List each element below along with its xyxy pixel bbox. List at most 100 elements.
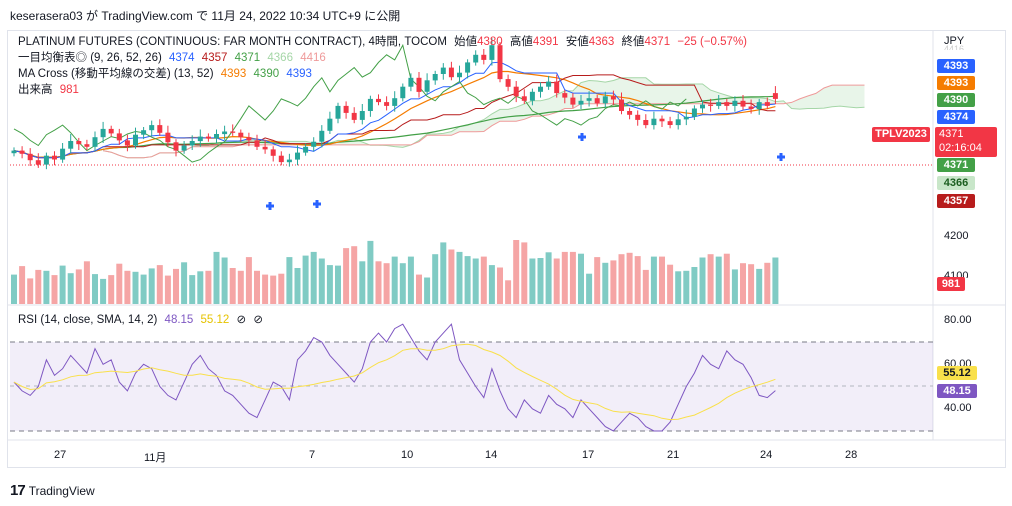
candle-body: [562, 93, 568, 98]
candle-body: [335, 105, 341, 119]
volume-bar: [189, 275, 196, 304]
volume-bar: [245, 257, 252, 304]
rsi-legend[interactable]: RSI (14, close, SMA, 14, 2) 48.15 55.12 …: [18, 313, 267, 328]
hide-icon[interactable]: ⊘: [236, 314, 247, 326]
ma-cross-legend[interactable]: MA Cross (移動平均線の交差) (13, 52) 4393 4390 4…: [18, 67, 316, 82]
candle: [667, 116, 673, 129]
rsi-ma-badge: 55.12: [937, 366, 977, 380]
candle: [84, 139, 90, 150]
volume-bar: [108, 275, 115, 304]
volume-bar: [610, 260, 617, 304]
price-badge: 4393: [937, 59, 975, 73]
candle: [578, 95, 584, 110]
candle: [586, 91, 592, 107]
candle-body: [254, 140, 260, 147]
ichimoku-conversion: 4374: [169, 52, 195, 64]
volume-bar: [553, 258, 560, 304]
low-value: 4363: [588, 36, 615, 48]
candle: [546, 75, 552, 90]
candle-body: [448, 67, 454, 78]
candle: [465, 59, 471, 79]
ichimoku-base: 4357: [201, 52, 228, 64]
ichimoku-span-b: 4416: [300, 52, 326, 64]
candle: [60, 143, 66, 163]
candle: [262, 139, 268, 154]
volume-bar: [35, 269, 42, 304]
hide-icon[interactable]: ⊘: [253, 314, 263, 326]
volume-bar: [75, 269, 82, 304]
volume-bar: [748, 264, 755, 304]
volume-bar: [772, 257, 779, 304]
volume-value: 981: [59, 84, 79, 96]
rsi-tick: 40.00: [944, 402, 972, 414]
candle-body: [189, 141, 195, 146]
volume-bar: [156, 265, 163, 304]
candle-body: [60, 148, 66, 160]
candle: [772, 86, 778, 104]
candle-body: [205, 136, 211, 139]
volume-bar: [51, 275, 58, 304]
candle: [11, 147, 17, 157]
candle: [675, 113, 681, 130]
candle: [538, 82, 543, 98]
candle-body: [602, 96, 608, 104]
volume-bar: [448, 249, 455, 304]
candle: [278, 151, 284, 166]
volume-bar: [286, 257, 293, 304]
candle-body: [76, 141, 82, 145]
candle: [311, 137, 317, 152]
price-badge: 4393: [937, 76, 975, 90]
symbol-title[interactable]: PLATINUM FUTURES (CONTINUOUS: FAR MONTH …: [18, 36, 447, 48]
candle: [157, 119, 163, 136]
candle-body: [521, 96, 527, 101]
candle-body: [303, 146, 309, 153]
volume-bar: [140, 274, 147, 304]
candle-body: [108, 128, 114, 134]
volume-bar: [67, 273, 74, 304]
candle-body: [384, 102, 390, 106]
volume-bar: [602, 262, 609, 304]
candle: [416, 72, 422, 98]
volume-bar: [715, 256, 722, 304]
volume-bar: [318, 258, 325, 304]
volume-label: 出来高: [18, 84, 53, 96]
candle: [165, 125, 171, 147]
candle-body: [262, 146, 268, 150]
candle-body: [343, 105, 349, 113]
candle-body: [529, 91, 535, 101]
candle-body: [392, 98, 398, 106]
candle: [295, 145, 300, 166]
candle-body: [643, 120, 649, 126]
volume-bar: [740, 263, 746, 304]
volume-bar: [626, 252, 633, 304]
candle: [683, 109, 689, 126]
price-badge: 4390: [937, 93, 975, 107]
candle: [335, 102, 341, 124]
candle: [319, 125, 325, 148]
candle: [189, 135, 195, 150]
open-label: 始値: [454, 36, 478, 48]
candle: [27, 148, 33, 166]
volume-bar: [326, 265, 333, 304]
footer-brand[interactable]: TradingView: [28, 483, 95, 498]
ma-short-line: [13, 70, 776, 159]
candle: [133, 127, 138, 149]
volume-legend[interactable]: 出来高 981: [18, 83, 83, 98]
tradingview-logo-icon[interactable]: 17: [10, 482, 26, 499]
rsi-tick: 80.00: [944, 314, 972, 326]
volume-bar: [650, 256, 657, 304]
candle-body: [651, 118, 657, 126]
candle-body: [772, 93, 778, 99]
candle-body: [578, 100, 584, 105]
volume-bar: [675, 271, 682, 304]
candle-body: [311, 141, 317, 147]
ichimoku-legend[interactable]: 一目均衡表◎ (9, 26, 52, 26) 4374 4357 4371 43…: [18, 51, 330, 66]
candle-body: [481, 54, 487, 60]
candle-body: [400, 86, 406, 99]
symbol-badge[interactable]: TPLV2023: [872, 127, 930, 142]
candle-body: [92, 137, 98, 147]
candle-body: [181, 145, 187, 151]
candle: [505, 74, 511, 92]
volume-bar: [561, 251, 568, 304]
